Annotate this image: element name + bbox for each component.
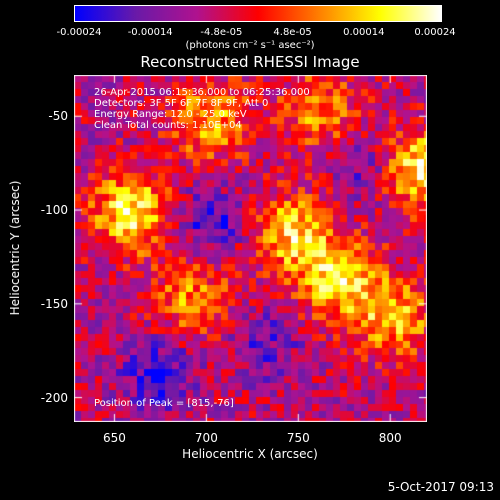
y-tick-label: -100 (40, 203, 68, 218)
x-axis-label: Heliocentric X (arcsec) (182, 447, 318, 461)
y-axis-label: Heliocentric Y (arcsec) (8, 180, 22, 316)
y-tick-label: -50 (48, 109, 68, 124)
colorbar-tick-label: -4.8e-05 (200, 27, 243, 38)
detectors-annotation: Detectors: 3F 5F 6F 7F 8F 9F, Att 0 (94, 98, 269, 109)
colorbar-tick-label: 4.8e-05 (273, 27, 312, 38)
chart-title: Reconstructed RHESSI Image (140, 53, 360, 71)
x-tick-label: 700 (194, 431, 218, 445)
x-tick-label: 750 (286, 431, 310, 445)
clean-counts-annotation: Clean Total counts: 1.10E+04 (94, 120, 242, 131)
peak-annotation: Position of Peak = [815,-76] (94, 398, 234, 409)
colorbar (74, 5, 442, 22)
y-tick-label: -150 (40, 296, 68, 311)
energy-range-annotation: Energy Range: 12.0 - 25.0 keV (94, 109, 247, 120)
colorbar-tick-label: 0.00024 (414, 27, 456, 38)
colorbar-tick-label: -0.00024 (56, 27, 102, 38)
x-tick-label: 650 (102, 431, 126, 445)
colorbar-unit-label: (photons cm⁻² s⁻¹ asec⁻²) (185, 40, 315, 51)
footer-timestamp: 5-Oct-2017 09:13 (387, 480, 494, 494)
colorbar-tick-label: 0.00014 (343, 27, 385, 38)
x-tick-label: 800 (378, 431, 402, 445)
colorbar-tick-label: -0.00014 (127, 27, 173, 38)
time-range-annotation: 26-Apr-2015 06:15:36.000 to 06:25:36.000 (94, 87, 310, 98)
heatmap-image (74, 75, 427, 422)
y-tick-label: -200 (40, 390, 68, 405)
